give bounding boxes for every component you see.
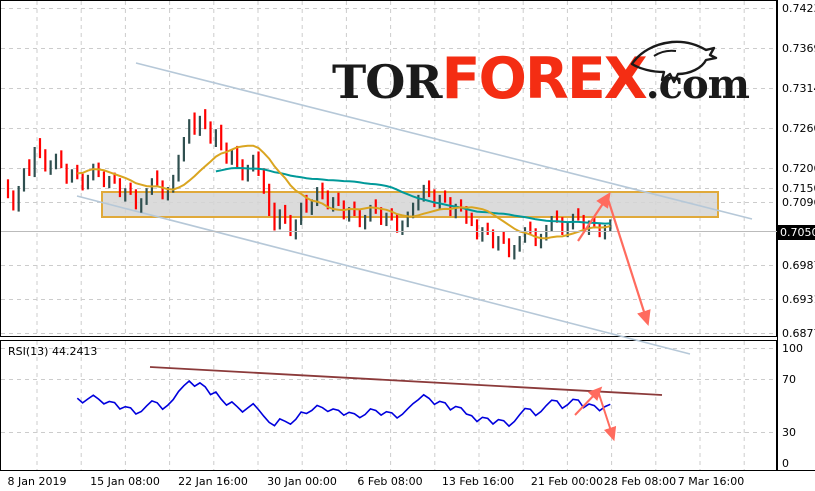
price-axis-label: 0.70965	[782, 196, 815, 209]
current-price-badge: 0.70500	[778, 225, 815, 240]
watermark-tor: TOR	[332, 55, 443, 109]
rsi-axis-label: 100	[782, 342, 803, 355]
price-axis-label: 0.72600	[782, 122, 815, 135]
rsi-axis-label: 70	[782, 373, 796, 386]
rsi-panel-border	[0, 340, 777, 471]
price-axis-label: 0.69315	[782, 293, 815, 306]
time-axis-label: 7 Mar 16:00	[677, 475, 745, 488]
time-axis-label: 13 Feb 16:00	[441, 475, 515, 488]
price-axis-label: 0.69870	[782, 259, 815, 272]
rsi-trendline[interactable]	[149, 366, 663, 396]
rsi-axis-label: 30	[782, 426, 796, 439]
price-axis-label: 0.73140	[782, 82, 815, 95]
time-axis-label: 28 Feb 08:00	[603, 475, 677, 488]
lower-trendline[interactable]	[76, 195, 691, 355]
rsi-forecast-arrow-up[interactable]	[574, 386, 603, 416]
rsi-series	[76, 379, 611, 428]
watermark-forex: FOREX	[441, 46, 648, 112]
price-axis-label: 0.71505	[782, 182, 815, 195]
price-axis-label: 0.74235	[782, 2, 815, 15]
rsi-indicator-label: RSI(13) 44.2413	[8, 345, 98, 358]
rsi-forecast-arrow-down[interactable]	[597, 390, 617, 442]
watermark-logo: TOR FOREX .com	[332, 46, 750, 112]
time-axis-label: 22 Jan 16:00	[178, 475, 248, 488]
rsi-axis-label: 0	[782, 457, 789, 470]
price-axis-label: 0.72060	[782, 162, 815, 175]
time-axis-label: 30 Jan 00:00	[267, 475, 337, 488]
rsi-gridlines	[1, 348, 777, 433]
upper-trendline[interactable]	[135, 62, 753, 220]
price-axis-label: 0.73695	[782, 42, 815, 55]
time-axis-label: 15 Jan 08:00	[90, 475, 160, 488]
time-axis-label: 8 Jan 2019	[7, 475, 67, 488]
price-axis-label: 0.68775	[782, 327, 815, 340]
forecast-arrow-down[interactable]	[605, 195, 651, 326]
time-axis-label: 21 Feb 00:00	[530, 475, 604, 488]
resistance-zone-box[interactable]	[101, 191, 719, 218]
time-axis-label: 6 Feb 08:00	[357, 475, 423, 488]
vertical-gridlines	[36, 1, 745, 470]
forecast-arrow-up[interactable]	[577, 192, 611, 242]
bull-icon	[630, 40, 718, 84]
